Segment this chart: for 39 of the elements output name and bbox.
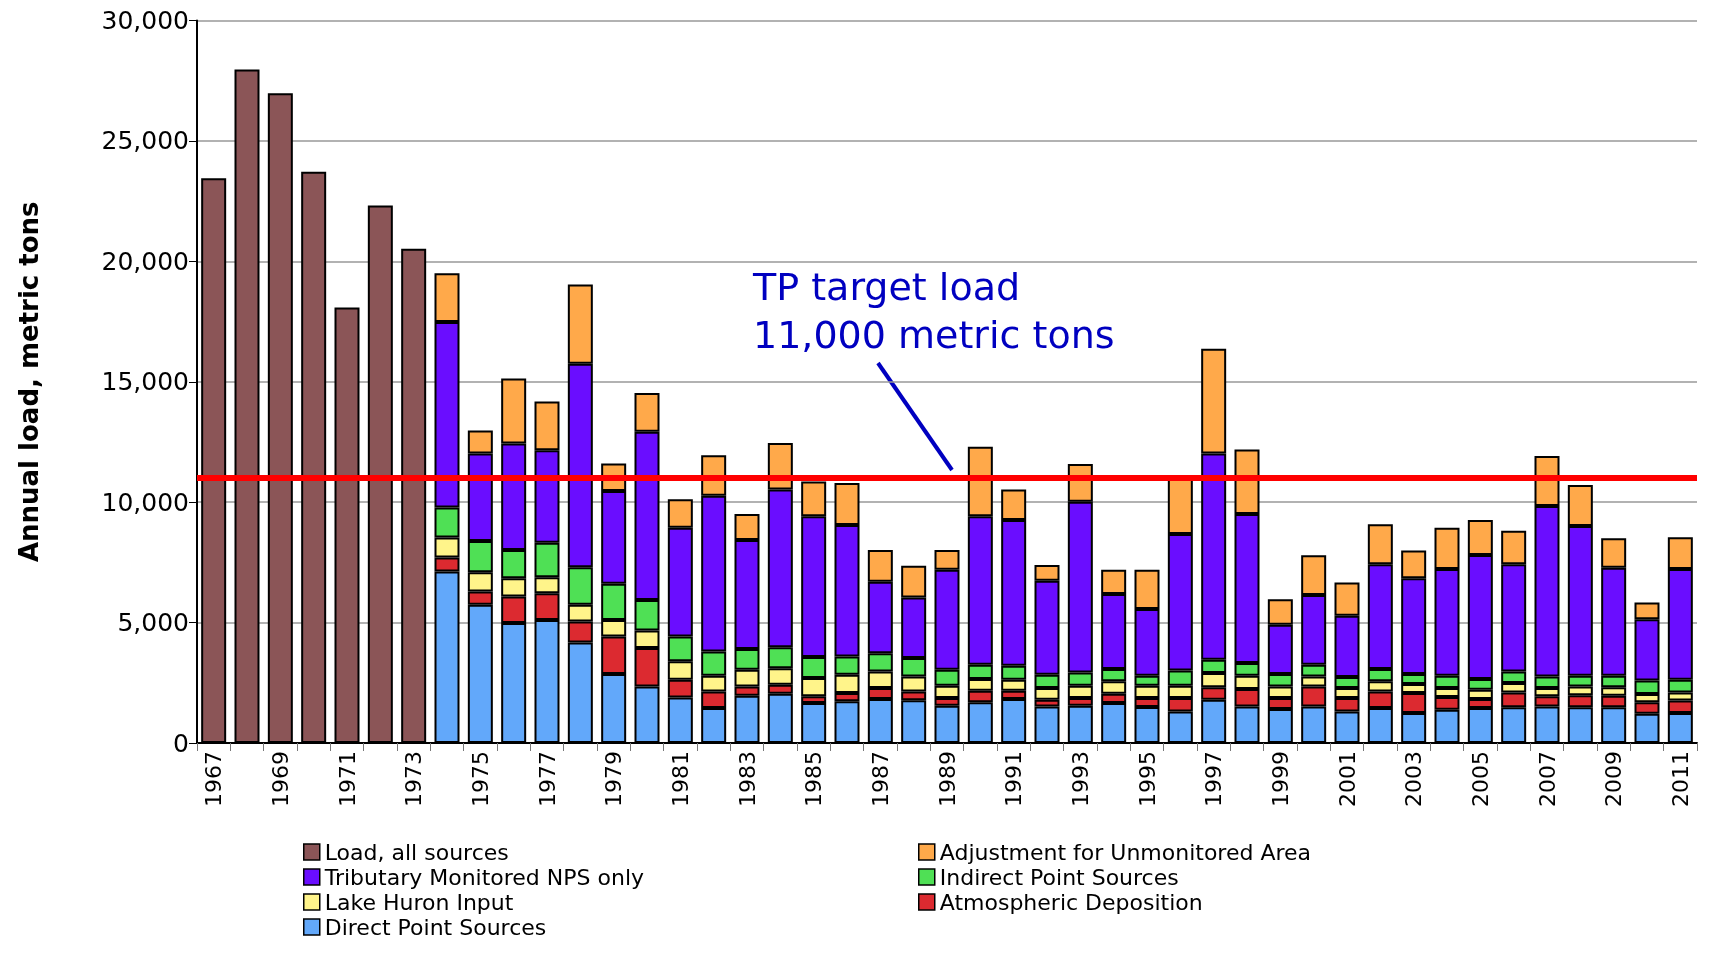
x-tick-label: 1987: [867, 751, 893, 807]
legend-label: Lake Huron Input: [324, 889, 514, 915]
x-tick-label: 1975: [467, 751, 493, 807]
x-tick-label: 1979: [601, 751, 627, 807]
x-tick-label: 1971: [334, 751, 360, 807]
x-tick-label: 2005: [1467, 751, 1493, 807]
x-tick-label: 1999: [1267, 751, 1293, 807]
x-tick-label: 2007: [1534, 751, 1560, 807]
legend-label: Indirect Point Sources: [939, 864, 1179, 890]
x-tick-label: 2009: [1601, 751, 1627, 807]
y-tick-label: 15,000: [101, 367, 189, 397]
x-tick-label: 1991: [1001, 751, 1027, 807]
x-tick-label: 1977: [534, 751, 560, 807]
y-tick-label: 5,000: [117, 608, 189, 638]
y-tick-label: 20,000: [101, 246, 189, 276]
legend-label: Tributary Monitored NPS only: [323, 864, 645, 890]
x-tick-label: 1989: [934, 751, 960, 807]
y-tick-label: 10,000: [101, 487, 189, 517]
y-axis-title: Annual load, metric tons: [14, 201, 44, 563]
legend-label: Adjustment for Unmonitored Area: [939, 839, 1312, 865]
x-tick-label: 2003: [1401, 751, 1427, 807]
x-tick-label: 1981: [667, 751, 693, 807]
legend-label: Direct Point Sources: [324, 914, 547, 940]
y-tick-label: 0: [173, 728, 189, 758]
x-tick-label: 1973: [401, 751, 427, 807]
x-tick-label: 1983: [734, 751, 760, 807]
x-tick-label: 1997: [1201, 751, 1227, 807]
x-tick-label: 1967: [201, 751, 227, 807]
x-tick-label: 1985: [801, 751, 827, 807]
legend-label: Load, all sources: [324, 839, 509, 865]
legend-label: Atmospheric Deposition: [939, 889, 1203, 915]
y-tick-label: 30,000: [101, 6, 189, 35]
x-tick-label: 1993: [1067, 751, 1093, 807]
x-tick-label: 1995: [1134, 751, 1160, 807]
x-tick-label: 2011: [1667, 751, 1693, 807]
x-tick-label: 2001: [1334, 751, 1360, 807]
x-tick-label: 1969: [267, 751, 293, 807]
y-tick-label: 25,000: [101, 126, 189, 156]
ref-line-label: TP target load 11,000 metric tons: [752, 265, 1115, 357]
